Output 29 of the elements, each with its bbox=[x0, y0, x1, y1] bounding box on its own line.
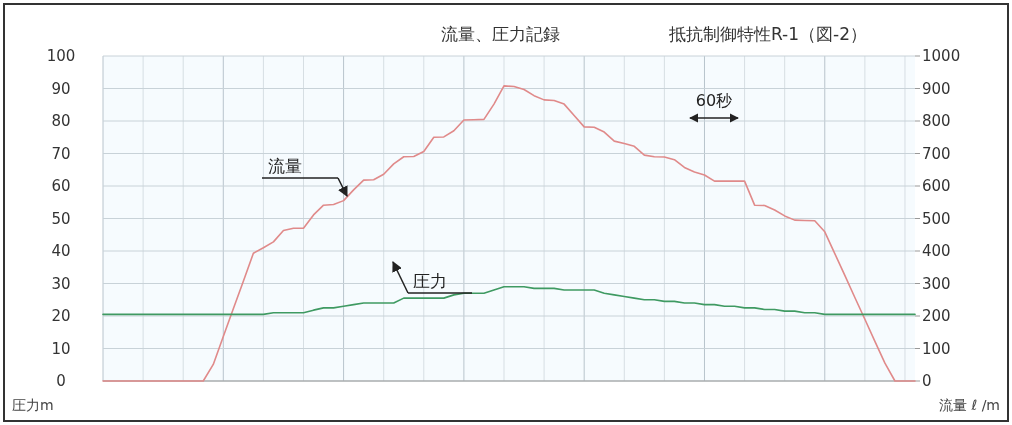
y-tick-label: 30 bbox=[51, 274, 71, 293]
y2-tick-label: 200 bbox=[922, 307, 951, 326]
y-tick-label: 50 bbox=[51, 209, 71, 228]
chart-subtitle: 抵抗制御特性R-1（図-2） bbox=[667, 24, 868, 44]
y2-tick-label: 800 bbox=[922, 112, 951, 131]
y-tick-label: 60 bbox=[51, 177, 71, 196]
y-tick-label: 0 bbox=[56, 372, 66, 391]
y2-tick-label: 900 bbox=[922, 79, 951, 98]
y2-tick-label: 600 bbox=[922, 177, 951, 196]
y2-tick-label: 400 bbox=[922, 242, 951, 261]
annotation: 60秒 bbox=[695, 91, 733, 110]
y-tick-label: 10 bbox=[51, 339, 71, 358]
y-tick-label: 90 bbox=[51, 79, 71, 98]
y-tick-label: 70 bbox=[51, 144, 71, 163]
text: 流量 bbox=[268, 156, 302, 176]
y2-tick-label: 1000 bbox=[922, 47, 961, 66]
y-tick-label: 100 bbox=[46, 47, 76, 66]
y2-tick-label: 300 bbox=[922, 274, 951, 293]
y2-tick-label: 500 bbox=[922, 209, 951, 228]
y-tick-label: 20 bbox=[51, 307, 71, 326]
y-axis-title: 圧力m bbox=[12, 397, 54, 413]
y-tick-label: 80 bbox=[51, 112, 71, 131]
y2-axis-title: 流量 ℓ /m bbox=[938, 397, 1000, 413]
y2-tick-label: 700 bbox=[922, 144, 951, 163]
y-tick-label: 40 bbox=[51, 242, 71, 261]
chart-title: 流量、圧力記録 bbox=[440, 24, 560, 44]
y2-tick-label: 0 bbox=[922, 372, 932, 391]
y2-tick-label: 100 bbox=[922, 339, 951, 358]
series-label: 圧力 bbox=[413, 271, 447, 291]
